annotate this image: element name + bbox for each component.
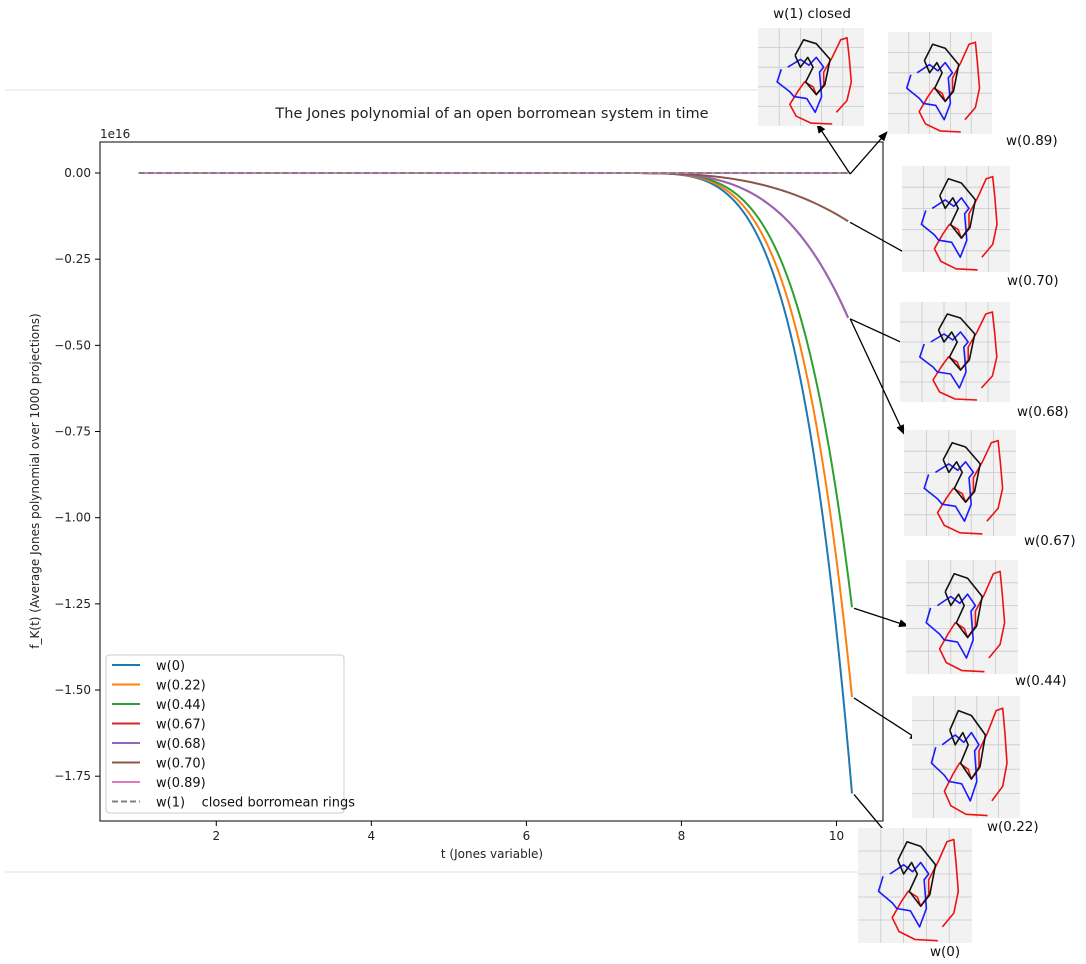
ring-thumbnail-t8: w(0) (858, 828, 972, 960)
ring-strand (877, 861, 930, 928)
ring-thumbnail-t1: w(1) closed (758, 6, 864, 126)
ring-strand (925, 593, 977, 659)
thumbnail-label: w(0) (930, 944, 960, 960)
x-tick-label: 10 (829, 829, 844, 843)
thumbnail-background (902, 166, 1010, 272)
x-tick-label: 2 (212, 829, 220, 843)
ring-strand (923, 460, 975, 523)
legend-entry: w(0) (156, 659, 185, 674)
x-axis-label: t (Jones variable) (441, 847, 543, 861)
y-tick-label: −1.50 (54, 683, 91, 697)
ring-thumbnail-t6: w(0.44) (906, 560, 1067, 689)
ring-strand (920, 197, 970, 259)
thumbnail-label: w(0.22) (987, 819, 1039, 835)
x-tick-label: 4 (368, 829, 376, 843)
annotation-arrow (816, 123, 851, 175)
ring-strand (936, 439, 1004, 535)
x-tick-label: 8 (678, 829, 686, 843)
y-tick-label: −0.25 (54, 252, 91, 266)
ring-strand (794, 38, 831, 96)
ring-strand (923, 43, 960, 103)
thumbnail-label: w(0.89) (1006, 133, 1058, 149)
legend-entry: w(0.22) (156, 679, 206, 694)
y-tick-label: −1.00 (54, 511, 91, 525)
y-tick-label: 0.00 (64, 166, 91, 180)
ring-thumbnail-t5: w(0.67) (904, 430, 1076, 549)
annotation-arrow (853, 697, 920, 741)
series-lines (138, 172, 853, 794)
series-line-2 (138, 172, 853, 608)
thumbnail-label: w(0.44) (1015, 673, 1067, 689)
thumbnail-background (758, 28, 864, 126)
thumbnail-background (906, 560, 1018, 674)
ring-strand (897, 840, 937, 908)
ring-strand (939, 177, 977, 239)
plot-frame (99, 141, 884, 822)
ring-strand (905, 61, 954, 121)
chart-title: The Jones polynomial of an open borromea… (274, 106, 708, 122)
annotation-arrow (849, 131, 888, 175)
ring-thumbnail-t7: w(0.22) (912, 696, 1039, 835)
legend-entry: w(0.44) (156, 698, 206, 713)
series-line-3 (138, 172, 850, 319)
legend-entry: w(0.67) (156, 718, 206, 733)
x-tick-label: 6 (523, 829, 531, 843)
ring-strand (944, 572, 984, 639)
legend-entry: w(0.70) (156, 757, 206, 772)
legend-entry: w(0.68) (156, 737, 206, 752)
ring-strand (942, 441, 982, 503)
ring-strand (937, 313, 976, 371)
ring-strand (932, 311, 998, 401)
ring-strand (938, 570, 1006, 673)
ring-thumbnail-t4: w(0.68) (900, 302, 1069, 420)
thumbnail-label: w(0.70) (1007, 273, 1059, 289)
thumbnail-background (904, 430, 1016, 536)
ring-strand (776, 56, 825, 114)
series-line-1 (138, 172, 853, 698)
thumbnail-background (900, 302, 1010, 402)
annotation-arrow (849, 318, 905, 435)
legend-entry: w(1) closed borromean rings (156, 796, 355, 811)
ring-strand (930, 731, 980, 802)
thumbnail-background (858, 828, 972, 943)
thumbnail-background (912, 696, 1020, 818)
ring-thumbnails: w(1) closed w(0.89) w(0.70) w(0.68) w(0.67) w… (758, 6, 1076, 960)
ring-strand (788, 36, 853, 125)
y-axis-label: f_K(t) (Average Jones polynomial over 10… (28, 313, 42, 648)
y-tick-label: −1.25 (54, 597, 91, 611)
axis-ticks: 2 4 6 8 10 0.00 −0.25 −0.50 −0.75 −1.00 −1.25 −1.50… (54, 166, 844, 843)
y-tick-label: −1.75 (54, 769, 91, 783)
thumbnail-background (888, 32, 992, 134)
ring-strand (949, 709, 987, 780)
ring-thumbnail-t3: w(0.70) (902, 166, 1059, 289)
thumbnail-label: w(1) closed (773, 6, 851, 22)
legend: w(0) w(0.22) w(0.44) w(0.67) w(0.68) w(0.70) w… (105, 654, 355, 814)
ring-strand (943, 707, 1008, 817)
y-offset-label: 1e16 (100, 127, 130, 141)
series-line-4 (138, 172, 850, 319)
legend-entry: w(0.89) (156, 776, 206, 791)
ring-strand (891, 838, 960, 942)
ring-strand (918, 331, 970, 389)
thumbnail-label: w(0.67) (1024, 533, 1076, 549)
annotation-arrow (853, 607, 909, 627)
y-tick-label: −0.50 (54, 338, 91, 352)
legend-box (105, 654, 345, 814)
y-tick-label: −0.75 (54, 425, 91, 439)
series-line-5 (138, 172, 849, 223)
thumbnail-label: w(0.68) (1017, 404, 1069, 420)
ring-thumbnail-t2: w(0.89) (888, 32, 1058, 149)
